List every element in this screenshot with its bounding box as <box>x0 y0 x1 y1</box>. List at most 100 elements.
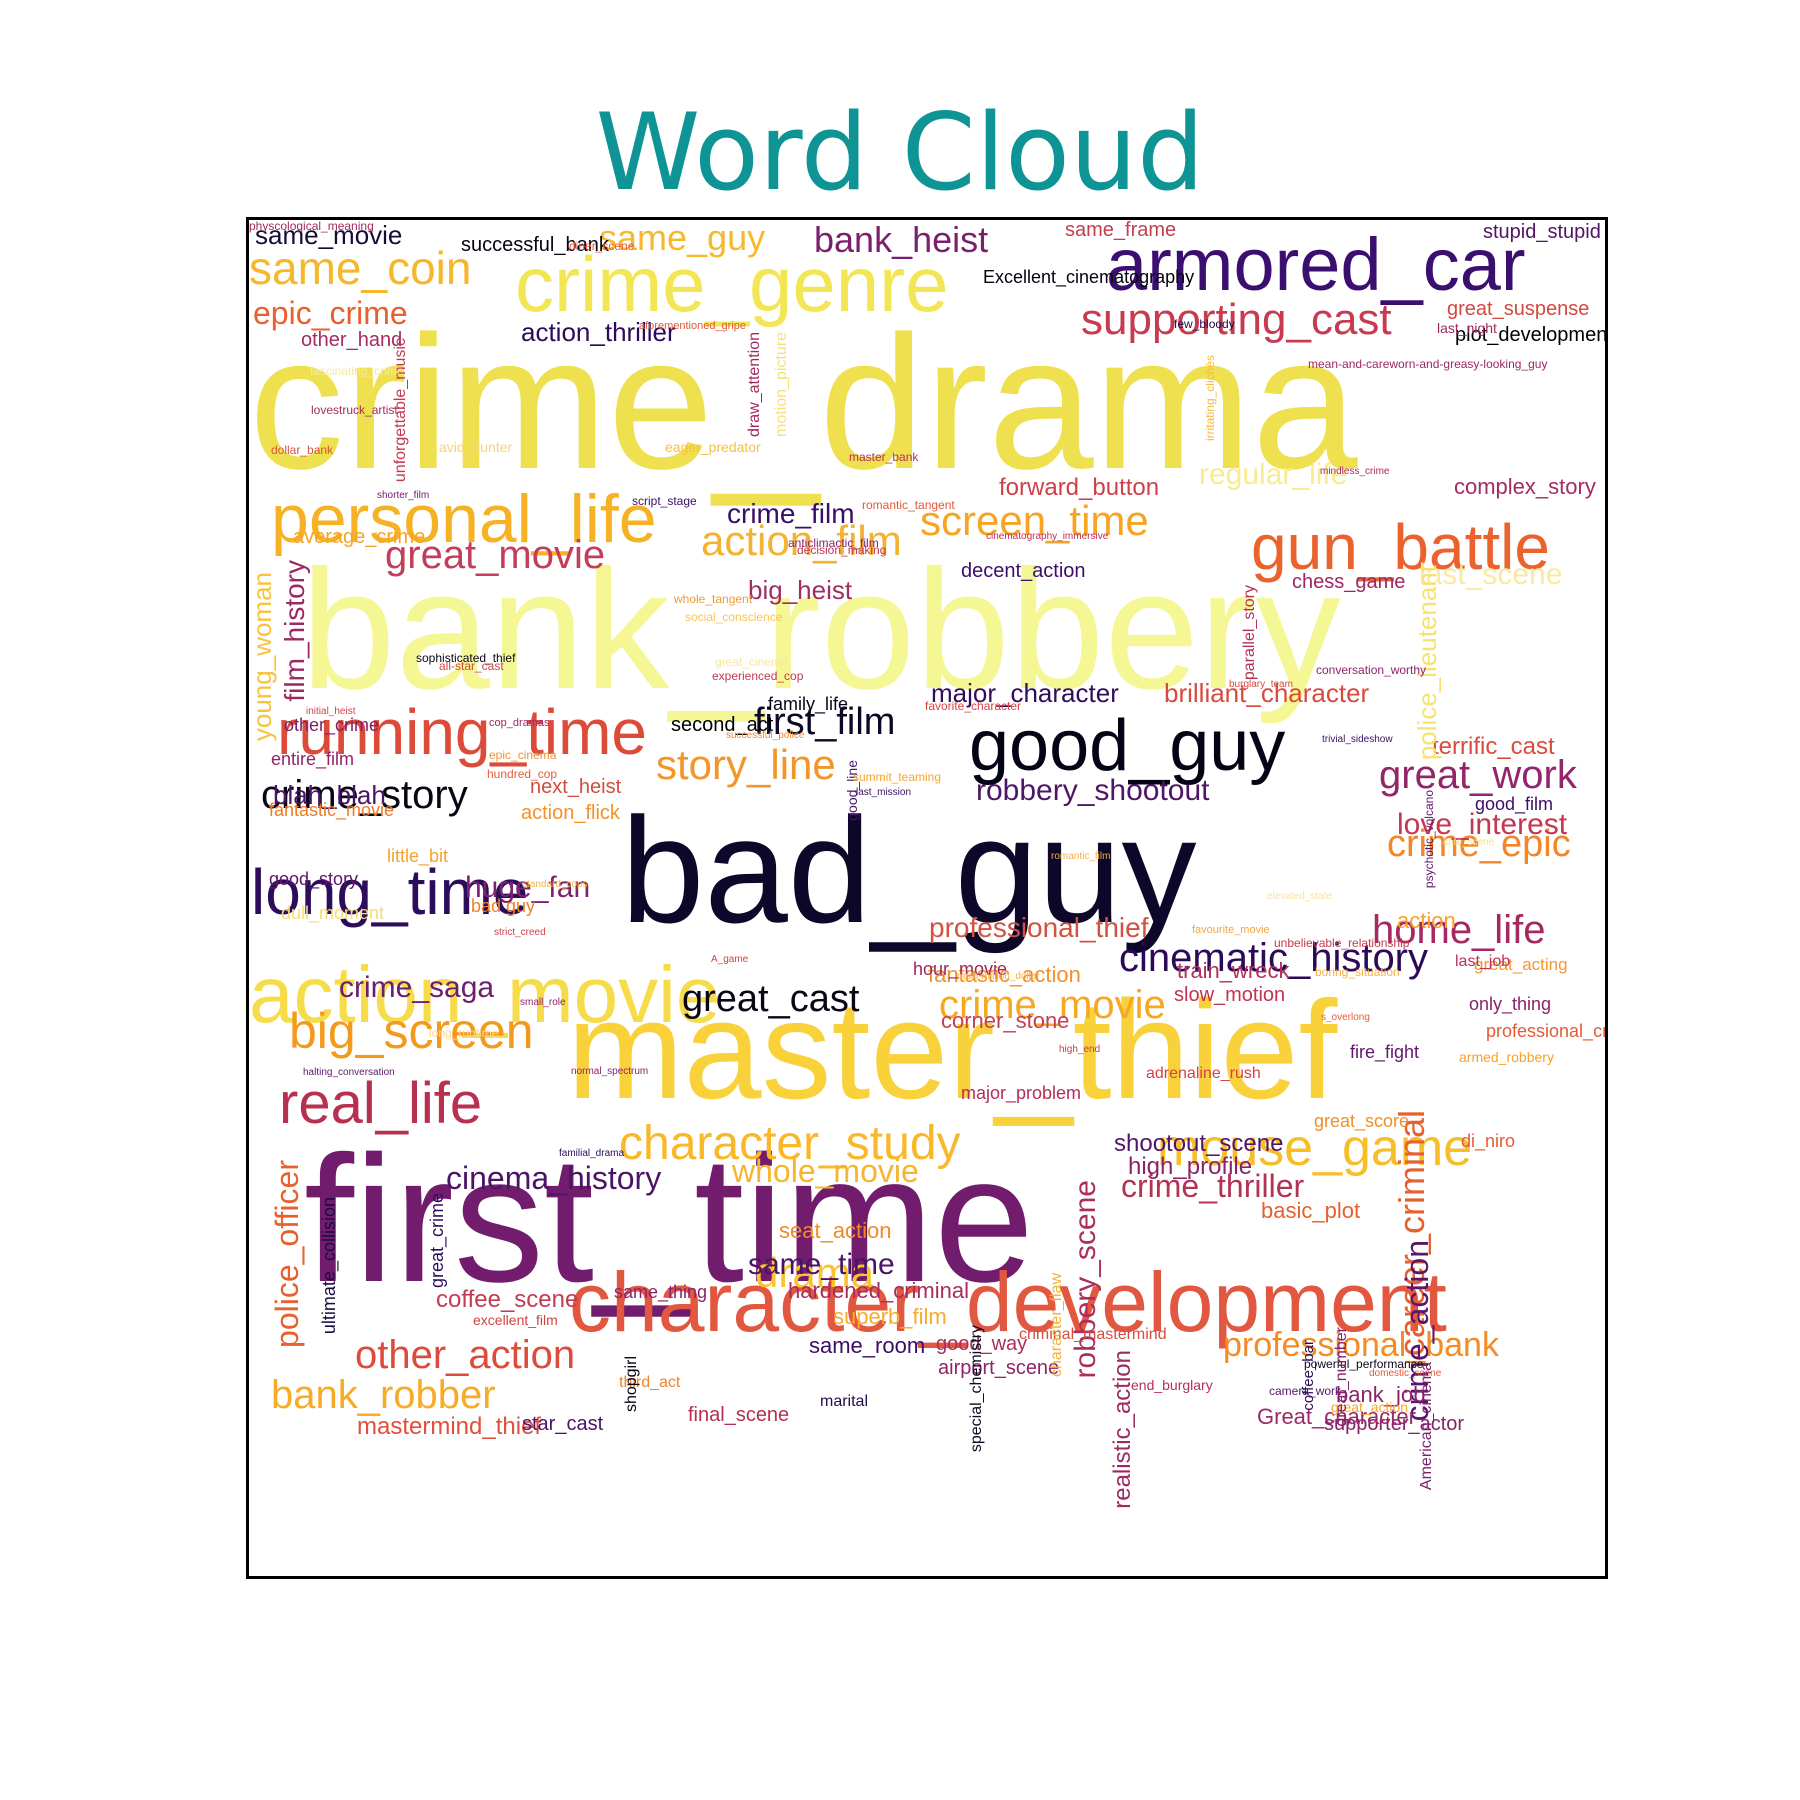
word-final-scene: final_scene <box>688 1404 790 1426</box>
word-bad-guy: bad_guy <box>621 786 1197 954</box>
word-bank-robber: bank_robber <box>271 1373 496 1417</box>
word-coffee-bar: coffee_bar <box>1300 1340 1317 1411</box>
word-normal-spectrum: normal_spectrum <box>571 1066 649 1077</box>
word-crime-epic: crime_epic <box>1387 823 1571 865</box>
word-robbery-scene: robbery_scene <box>1069 1180 1102 1379</box>
word-screen-time: screen_time <box>920 497 1149 544</box>
word-fire-fight: fire_fight <box>1350 1042 1420 1062</box>
word-powerful-performance: powerful_performance <box>1304 1357 1424 1371</box>
word-crime-thriller: crime_thriller <box>1121 1168 1305 1204</box>
word-action-thriller: action_thriller <box>521 317 676 347</box>
word-superb-film: superb_film <box>833 1304 947 1329</box>
word-third-act: third_act <box>619 1374 681 1391</box>
word-same-frame: same_frame <box>1065 219 1177 241</box>
word-other-action: other_action <box>355 1333 576 1377</box>
word-good-film: good_film <box>1475 794 1554 814</box>
word-cinematic-history: cinematic_history <box>1119 936 1429 980</box>
word-little-bit: little_bit <box>387 846 449 866</box>
word-armored-car: armored_car <box>1106 223 1526 306</box>
word-same-thing: same_thing <box>614 1282 708 1302</box>
word-great-crime: great_crime <box>427 1193 447 1289</box>
word-irritating-cliches: irritating_clichés <box>1203 355 1217 442</box>
word-marital: marital <box>820 1393 869 1410</box>
word-bank-robbery: bank_robbery <box>301 535 1341 725</box>
word-di-niro: di_niro <box>1461 1131 1516 1151</box>
word-social-conscience: social_conscience <box>685 610 783 624</box>
word-only-thing: only_thing <box>1469 994 1552 1014</box>
word-big-screen: big_screen <box>289 1003 534 1059</box>
word-great-cinema: great_cinema <box>715 655 788 669</box>
word-multi-million-dollar: multi-million_dollar <box>957 971 1040 982</box>
word-last-job: last_job <box>1455 953 1511 970</box>
word-draw-attention: draw_attention <box>746 332 763 437</box>
word-whole-movie: whole_movie <box>732 1153 919 1189</box>
word-crime-story: crime_story <box>261 773 468 817</box>
word-mouse-game: mouse_game <box>1157 1119 1473 1177</box>
word-long-time: long_time <box>251 856 529 928</box>
word-last-mission: last_mission <box>856 787 912 798</box>
word-crime-drama: crime_drama <box>249 297 1358 509</box>
word-favorite-character: favorite_character <box>925 699 1022 713</box>
word-supporter-actor: supporter_actor <box>1324 1413 1465 1435</box>
word-aforementioned-gripe: aforementioned_gripe <box>639 320 747 332</box>
word-great-acting: great_acting <box>1474 955 1568 974</box>
word-gun-battle: gun_battle <box>1251 511 1550 583</box>
word-sophisticated-thief: sophisticated_thief <box>416 651 516 665</box>
word-special-chemistry: special_chemistry <box>968 1325 985 1453</box>
word-hour-movie: hour_movie <box>913 959 1008 979</box>
word-regular-life: regular_life <box>1199 458 1348 491</box>
word-shopgirl: shopgirl <box>623 1356 640 1413</box>
word-long-runtime: long_runtime <box>429 1026 499 1040</box>
word-lovestruck-artist: lovestruck_artist <box>311 403 398 417</box>
word-crime-saga: crime_saga <box>339 971 495 1004</box>
word-domestic-scene: domestic_scene <box>1369 1368 1442 1379</box>
word-good-story: good_story <box>269 869 359 889</box>
word-all-star-cast: all-star_cast <box>439 659 504 673</box>
word-other-crime: other_crime <box>284 715 380 735</box>
word-avid-hunter: avid_hunter <box>439 439 513 455</box>
word-bank-job: bank_job <box>1336 1382 1426 1407</box>
word-physcological-meaning: physcological_meaning <box>249 219 374 233</box>
word-great-suspense: great_suspense <box>1447 298 1590 320</box>
word-american-cinema: American_cinema <box>1418 1362 1435 1491</box>
word-other-hand: other_hand <box>301 329 403 351</box>
word-whole-tangent: whole_tangent <box>674 592 753 606</box>
word-character-flaw: character_flaw <box>1048 1273 1065 1378</box>
word-bank-heist: bank_heist <box>814 219 989 260</box>
word-airport-scene: airport_scene <box>938 1357 1060 1379</box>
word-criminal-mastermind: criminal_mastermind <box>1019 1326 1167 1343</box>
word-shootout-scene: shootout_scene <box>1114 1130 1284 1157</box>
word-character-study: character_study <box>619 1117 961 1170</box>
word-initial-heist: initial_heist <box>306 706 356 717</box>
word-elevated-state: elevated_state <box>1267 891 1333 902</box>
word-adrenaline-rush: adrenaline_rush <box>1146 1065 1261 1082</box>
word-running-time: running_time <box>277 696 647 768</box>
word-script-stage: script_stage <box>632 494 697 508</box>
word-excellent-cinematography: Excellent_cinematography <box>983 267 1195 287</box>
word-high-end: high_end <box>1059 1044 1101 1055</box>
word-high-profile: high_profile <box>1128 1153 1253 1180</box>
word-ultimate-collision: ultimate_collision <box>319 1197 339 1335</box>
word-film-history: film_history <box>279 560 310 702</box>
word-action-movie: action_movie <box>249 950 721 1039</box>
word-standard-cops: standard_cops <box>522 879 588 890</box>
word-average-crime: average_crime <box>293 526 426 548</box>
word-boring-situation: boring_situation <box>1315 965 1400 979</box>
word-psychotic-volcano: psychotic_volcano <box>1422 790 1436 889</box>
word-excellent-film: excellent_film <box>473 1312 558 1328</box>
page-title: Word Cloud <box>595 91 1205 214</box>
word-trivial-sideshow: trivial_sideshow <box>1322 734 1393 745</box>
word-corner-stone: corner_stone <box>941 1008 1070 1033</box>
word-end-burglary: end_burglary <box>1131 1377 1213 1393</box>
word-summit-teaming: summit_teaming <box>853 770 942 784</box>
word-stupid-stupid: stupid_stupid <box>1483 221 1601 243</box>
word-s-overlong: s_overlong <box>1321 1012 1370 1023</box>
word-unbelievable-relationship: unbelievable_relationship <box>1274 936 1410 950</box>
word-favourite-movie: favourite_movie <box>1192 924 1270 936</box>
word-parallel-story: parallel_story <box>1241 585 1258 681</box>
word-great-action: great_action <box>1331 1399 1409 1415</box>
word-epic-crime: epic_crime <box>253 295 408 331</box>
word-young-woman: young_woman <box>247 572 277 742</box>
word-fascinating-crime: fascinating_crime <box>310 364 404 378</box>
word-good-guy: good_guy <box>969 706 1286 786</box>
